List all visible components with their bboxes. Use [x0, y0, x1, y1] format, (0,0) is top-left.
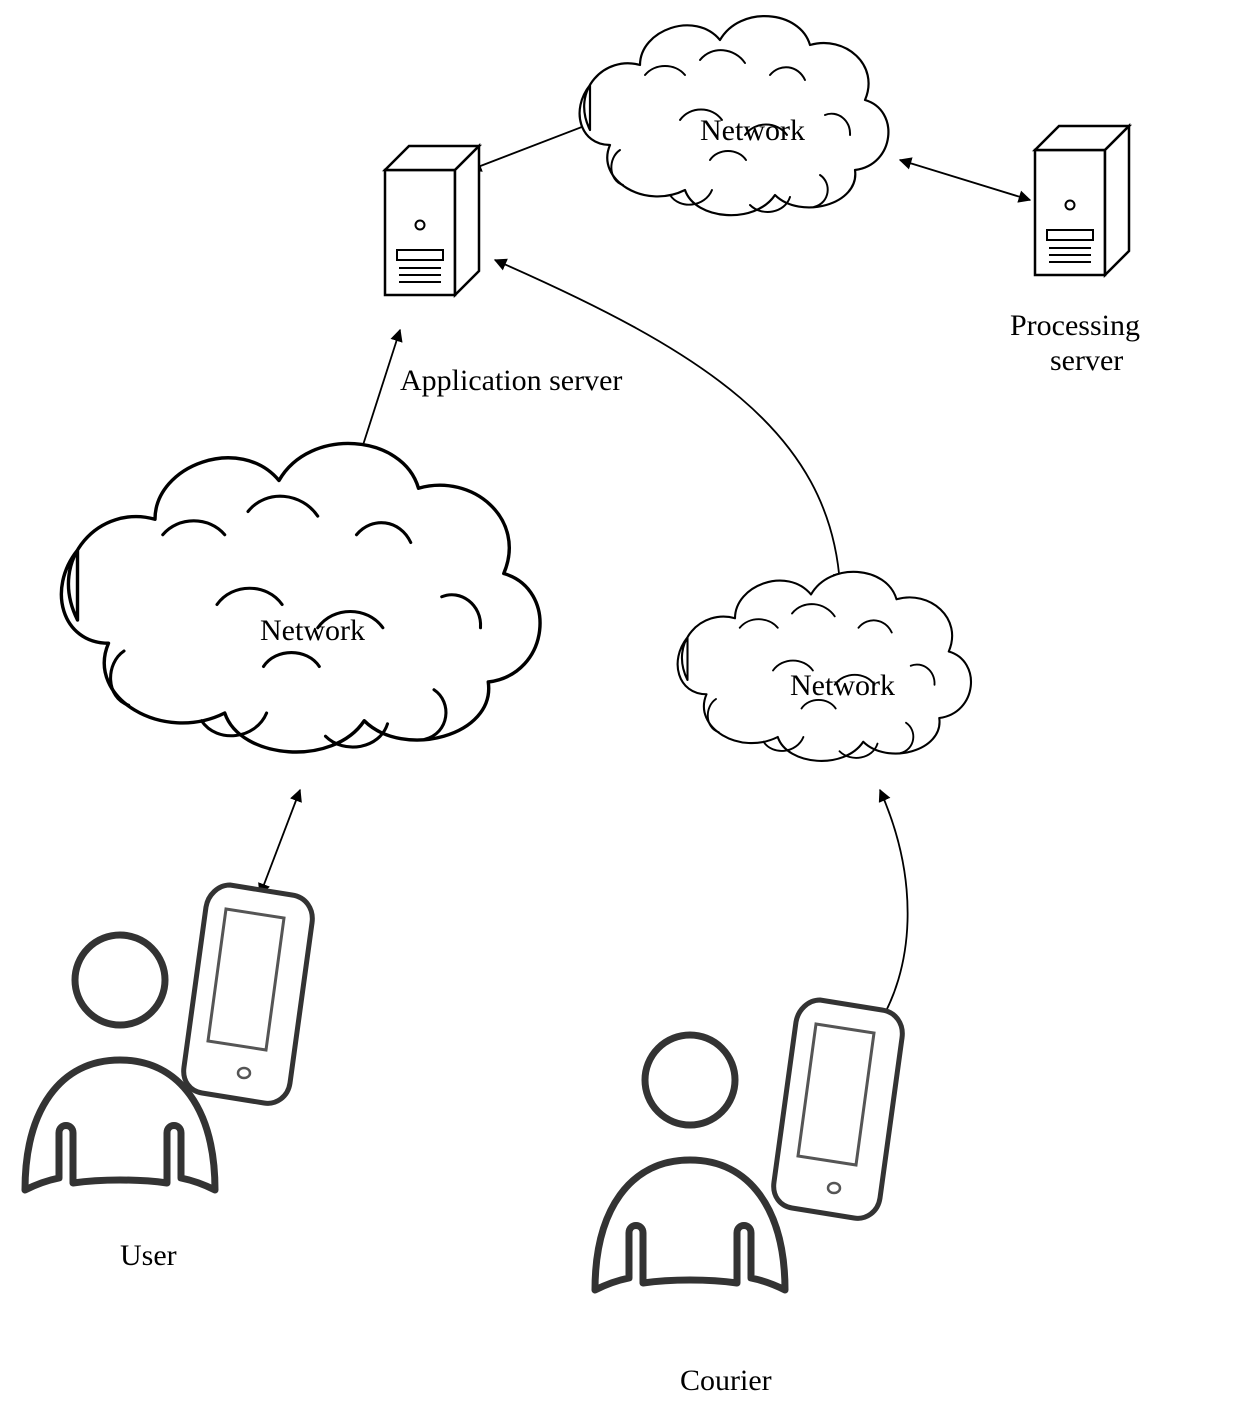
leftcloud-to-userphone — [260, 790, 300, 895]
cloud-right-label: Network — [790, 669, 895, 702]
cloud-left-label: Network — [260, 614, 365, 647]
cloud-right — [678, 572, 971, 761]
processing-server-label-1: Processing — [1010, 309, 1140, 342]
user-label: User — [120, 1239, 177, 1272]
cloud-top-label: Network — [700, 114, 805, 147]
courier-person — [595, 1035, 785, 1290]
courier-label: Courier — [680, 1364, 772, 1397]
topcloud-to-procserver — [900, 160, 1030, 200]
application-server — [385, 146, 479, 295]
rightcloud-to-courierphone — [875, 790, 908, 1030]
processing-server-label-2: server — [1050, 344, 1123, 377]
courier-phone — [774, 1000, 903, 1218]
application-server-label: Application server — [400, 364, 622, 397]
appserver-to-topcloud — [470, 120, 600, 170]
appserver-to-rightcloud — [495, 260, 840, 585]
user-phone — [184, 885, 313, 1103]
cloud-left — [61, 443, 540, 752]
processing-server — [1035, 126, 1129, 275]
